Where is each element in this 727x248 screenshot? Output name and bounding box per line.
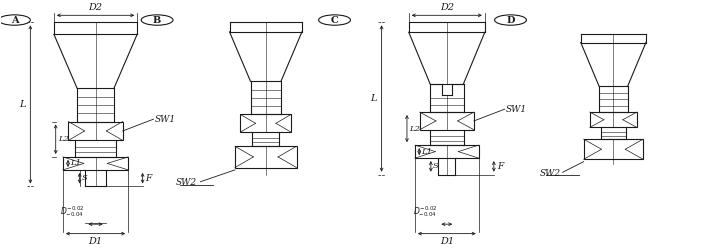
Text: $D^{-0.02}_{-0.04}$: $D^{-0.02}_{-0.04}$: [60, 205, 84, 219]
Bar: [241, 114, 291, 132]
Text: L2: L2: [58, 135, 69, 143]
Bar: [590, 112, 637, 127]
Text: L: L: [370, 94, 377, 103]
Text: L1: L1: [71, 159, 81, 167]
Text: D1: D1: [440, 237, 454, 246]
Text: S: S: [433, 162, 439, 170]
Text: C: C: [331, 16, 338, 25]
Text: L: L: [19, 100, 25, 109]
Text: SW1: SW1: [506, 105, 527, 114]
Text: D: D: [506, 16, 515, 25]
Bar: [415, 145, 478, 158]
Text: SW2: SW2: [540, 169, 561, 178]
Text: $D^{-0.02}_{-0.04}$: $D^{-0.02}_{-0.04}$: [412, 205, 437, 219]
Text: D1: D1: [89, 237, 103, 246]
Text: D2: D2: [440, 3, 454, 12]
Text: B: B: [153, 16, 161, 25]
Text: SW2: SW2: [176, 178, 197, 187]
Text: A: A: [11, 16, 18, 25]
Text: F: F: [145, 174, 152, 183]
Text: S: S: [81, 174, 87, 182]
Bar: [63, 157, 128, 170]
Text: D2: D2: [89, 3, 103, 12]
Bar: [419, 112, 474, 130]
Bar: [235, 146, 297, 168]
Text: L1: L1: [422, 148, 433, 155]
Text: F: F: [497, 162, 503, 171]
Bar: [68, 122, 123, 140]
Text: SW1: SW1: [155, 115, 176, 124]
Bar: [584, 139, 643, 159]
Text: L2: L2: [409, 124, 420, 133]
